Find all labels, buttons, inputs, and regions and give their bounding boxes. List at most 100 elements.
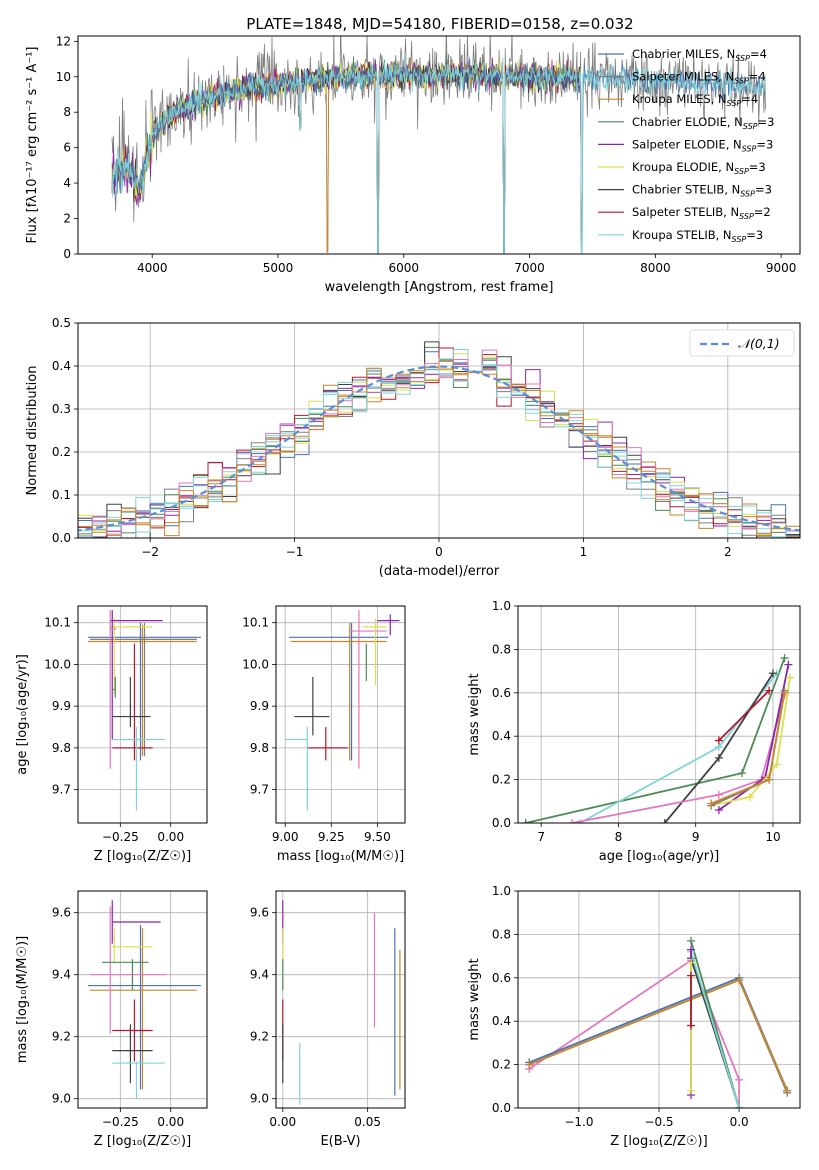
weight-marker	[687, 958, 696, 967]
x-tick-label: 0	[435, 545, 443, 559]
plot-area	[78, 891, 207, 1108]
y-tick-label: 0.4	[492, 1014, 511, 1028]
panel-age-vs-Z: −0.25 0.00 9.7 9.8 9.9 10.0 10.1 Z [log₁₀(Z/Z☉)…	[15, 605, 208, 864]
errorbar-point	[109, 610, 117, 769]
y-tick-label: 9.6	[52, 906, 71, 920]
legend-label: Chabrier STELIB, NSSP=3	[632, 183, 772, 199]
errorbar-point	[377, 614, 400, 636]
weight-marker	[707, 799, 716, 808]
weight-marker	[660, 819, 669, 823]
x-tick-label: −0.25	[102, 830, 139, 844]
weight-line	[690, 951, 740, 1108]
weight-marker	[687, 1021, 696, 1030]
y-axis-label: mass weight	[467, 673, 482, 755]
weight-line	[528, 978, 789, 1094]
errorbar-point	[349, 610, 387, 769]
x-axis-label: mass [log₁₀(M/M☉)]	[277, 849, 404, 864]
x-tick-label: 0.0	[730, 1115, 749, 1129]
y-tick-label: 0.2	[492, 1058, 511, 1072]
x-tick-label: 7	[537, 830, 545, 844]
y-tick-label: 9.2	[52, 1030, 71, 1044]
weight-line	[711, 677, 791, 807]
y-axis-label: mass [log₁₀(M/M☉)]	[15, 936, 30, 1063]
panel-weight-vs-age: 7 8 9 10 0.0 0.2 0.4 0.6 0.8 1.0 age [log₁₀(age/yr…	[467, 599, 801, 864]
y-tick-label: 9.6	[250, 906, 269, 920]
legend-label: Salpeter STELIB, NSSP=2	[632, 205, 771, 221]
x-tick-label: 4000	[137, 261, 168, 275]
y-tick-label: 9.0	[52, 1092, 71, 1106]
x-tick-label: 8000	[640, 261, 671, 275]
panel-age-vs-mass: 9.00 9.25 9.50 9.7 9.8 9.9 10.0 10.1 mass [log₁₀…	[242, 605, 406, 864]
weight-line	[718, 664, 790, 811]
weight-marker	[525, 1060, 534, 1069]
y-tick-label: 0.2	[52, 445, 71, 459]
x-tick-label: −2	[141, 545, 159, 559]
plot-area	[276, 891, 405, 1108]
histogram-step	[78, 360, 800, 538]
y-tick-label: 0.2	[492, 773, 511, 787]
errorbar-point	[112, 999, 153, 1062]
legend-label: Salpeter ELODIE, NSSP=3	[632, 137, 773, 153]
y-tick-label: 0.6	[492, 971, 511, 985]
x-axis-label: E(B-V)	[320, 1134, 360, 1149]
x-tick-label: 9	[692, 830, 700, 844]
y-tick-label: 9.2	[250, 1030, 269, 1044]
weight-line	[571, 694, 786, 823]
panel-weight-vs-Z: −1.0 −0.5 0.0 0.0 0.2 0.4 0.6 0.8 1.0 Z [log₁₀(Z/…	[467, 884, 801, 1149]
panels: 4000 5000 6000 7000 8000 9000024681012wavelen…	[15, 34, 801, 1149]
y-tick-label: 9.8	[250, 741, 269, 755]
errorbar-point	[110, 610, 163, 740]
x-tick-label: 9.00	[272, 830, 299, 844]
legend: 𝒩(0,1)	[689, 329, 795, 357]
errorbar-point	[90, 928, 197, 1090]
y-tick-label: 10.0	[44, 657, 71, 671]
x-tick-label: 10	[765, 830, 780, 844]
legend-label: Kroupa ELODIE, NSSP=3	[632, 160, 766, 176]
errorbar-point	[294, 676, 330, 736]
weight-marker	[784, 660, 793, 669]
weight-marker	[714, 753, 723, 762]
x-tick-label: 0.00	[157, 1115, 184, 1129]
errorbar-point	[90, 906, 167, 1034]
errorbar-point	[110, 618, 153, 694]
y-tick-label: 9.7	[52, 783, 71, 797]
panel-residuals: −2 −1 0 1 2 0.0 0.1 0.2 0.3 0.4 0.5 (data-model)/er…	[25, 316, 801, 579]
axes-frame	[77, 605, 208, 824]
y-tick-label: 10.1	[44, 616, 71, 630]
plot-area	[518, 891, 800, 1108]
axes-frame	[275, 605, 406, 824]
errorbar-point	[102, 959, 149, 991]
y-tick-label: 9.7	[250, 783, 269, 797]
legend-label: Kroupa STELIB, NSSP=3	[632, 228, 763, 244]
y-tick-label: 8	[63, 105, 71, 119]
x-tick-label: 0.00	[269, 1115, 296, 1129]
y-tick-label: 9.9	[250, 699, 269, 713]
errorbar-point	[112, 676, 151, 728]
y-tick-label: 0.0	[492, 1101, 511, 1115]
axes-frame	[77, 322, 801, 539]
y-tick-label: 0.3	[52, 402, 71, 416]
x-tick-label: −1	[286, 545, 304, 559]
plot-area	[276, 606, 405, 823]
x-axis-label: Z [log₁₀(Z/Z☉)]	[94, 1134, 191, 1149]
y-tick-label: 10	[56, 70, 71, 84]
errorbar-point	[112, 727, 165, 811]
x-tick-label: 1	[580, 545, 588, 559]
y-tick-label: 2	[63, 212, 71, 226]
weight-marker	[772, 760, 781, 769]
y-tick-label: 1.0	[492, 884, 511, 898]
errorbar-point	[88, 925, 201, 1090]
y-tick-label: 0.0	[52, 531, 71, 545]
y-tick-label: 9.0	[250, 1092, 269, 1106]
y-tick-label: 9.4	[52, 968, 71, 982]
weight-marker	[785, 673, 794, 682]
weight-marker	[780, 688, 789, 697]
y-axis-label: mass weight	[467, 958, 482, 1040]
axes-frame	[517, 890, 801, 1109]
weight-marker	[738, 769, 747, 778]
weight-marker	[735, 975, 744, 984]
plot-area	[518, 606, 800, 823]
errorbar-point	[288, 622, 389, 761]
weight-marker	[714, 805, 723, 814]
